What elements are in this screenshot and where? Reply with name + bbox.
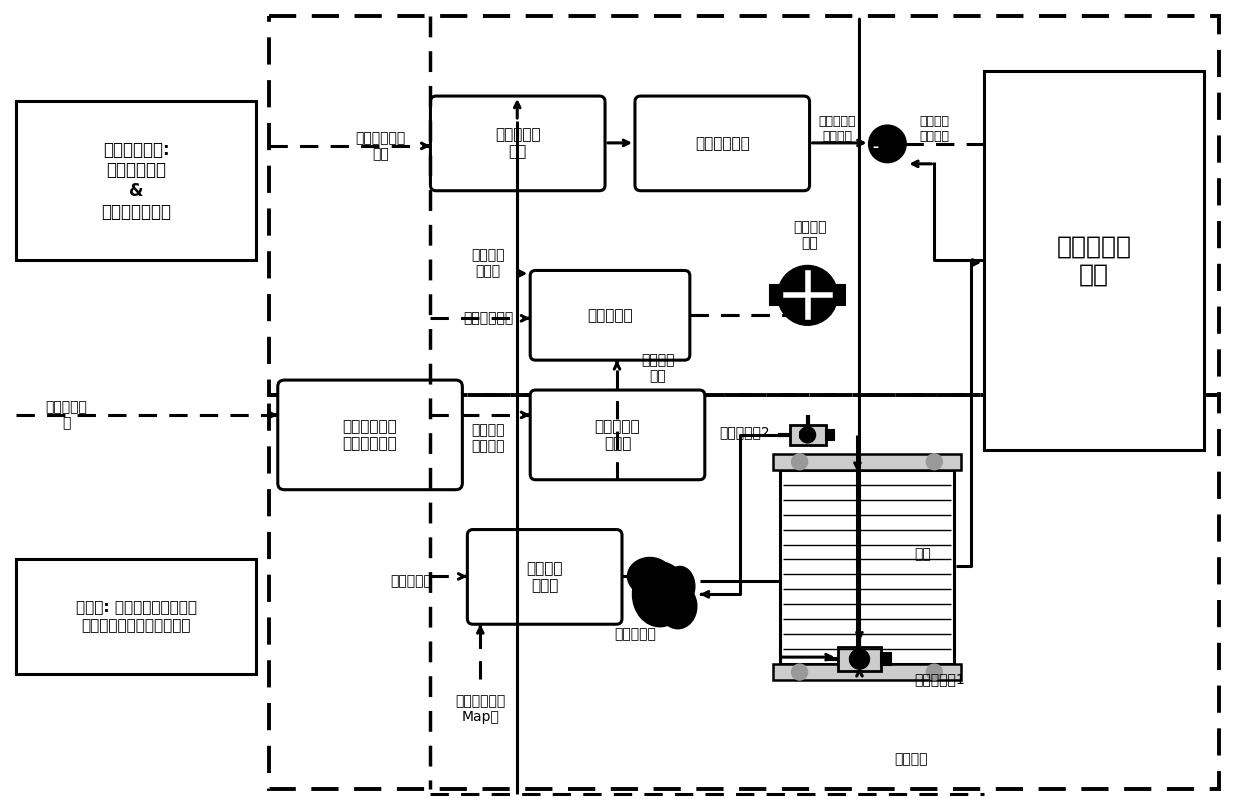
Ellipse shape: [665, 567, 694, 606]
Text: 氮气浓度
观测值: 氮气浓度 观测值: [471, 249, 505, 279]
Text: 水气分离器2: 水气分离器2: [719, 425, 770, 439]
Text: 氢气供给: 氢气供给: [894, 752, 928, 766]
Bar: [16, 559, 255, 674]
Text: 循环泵的性能
Map图: 循环泵的性能 Map图: [455, 694, 506, 724]
Text: 电堆电压模型: 电堆电压模型: [694, 136, 750, 151]
Ellipse shape: [658, 584, 697, 629]
Text: +: +: [892, 132, 901, 146]
Text: 氢循环泵
控制器: 氢循环泵 控制器: [527, 561, 563, 593]
Bar: [790, 425, 826, 445]
Text: 氮气跨膜穿透
速率: 氮气跨膜穿透 速率: [356, 130, 405, 161]
Circle shape: [791, 454, 807, 470]
Bar: [826, 430, 833, 440]
Text: 单片电压采
集板: 单片电压采 集板: [1056, 234, 1131, 287]
Bar: [269, 395, 1219, 789]
Text: 电堆电流输
出: 电堆电流输 出: [46, 400, 87, 430]
Text: 氢气循环泵: 氢气循环泵: [614, 627, 656, 642]
Bar: [836, 286, 846, 305]
FancyBboxPatch shape: [278, 380, 463, 489]
Ellipse shape: [627, 558, 672, 596]
Bar: [882, 653, 892, 665]
Text: 水管理: 解耦因水淹和氮气浓
度积累引起的电堆性能退化: 水管理: 解耦因水淹和氮气浓 度积累引起的电堆性能退化: [76, 601, 197, 633]
Text: 净化持续过
程模型: 净化持续过 程模型: [595, 419, 640, 451]
Text: 阳极净化管理:
避免电堆衰减
&
提高氢气利用率: 阳极净化管理: 避免电堆衰减 & 提高氢气利用率: [102, 141, 171, 221]
Text: 电堆: 电堆: [914, 547, 931, 561]
FancyBboxPatch shape: [430, 96, 605, 191]
Circle shape: [791, 664, 807, 680]
Text: 氮气浓度观
测器: 氮气浓度观 测器: [495, 127, 541, 159]
FancyBboxPatch shape: [467, 530, 622, 624]
FancyBboxPatch shape: [531, 270, 689, 360]
Circle shape: [926, 664, 942, 680]
FancyBboxPatch shape: [531, 390, 704, 480]
Bar: [770, 286, 780, 305]
Text: 净化持续
时间: 净化持续 时间: [641, 353, 675, 383]
Ellipse shape: [632, 562, 687, 627]
Text: 电堆阳极
工作气压: 电堆阳极 工作气压: [471, 423, 505, 453]
Circle shape: [849, 649, 869, 669]
Text: 氮气浓度阈值: 氮气浓度阈值: [464, 312, 513, 325]
Bar: [985, 71, 1204, 450]
Circle shape: [926, 454, 942, 470]
Text: 不同电流下的
电堆参数需求: 不同电流下的 电堆参数需求: [342, 419, 398, 451]
Bar: [773, 454, 961, 470]
FancyBboxPatch shape: [635, 96, 810, 191]
Circle shape: [869, 126, 905, 162]
Text: 平均单片
电压衰减: 平均单片 电压衰减: [919, 115, 950, 143]
Bar: [780, 470, 955, 664]
Text: 单片电压衰
减估计值: 单片电压衰 减估计值: [818, 115, 857, 143]
Circle shape: [800, 427, 816, 443]
Bar: [837, 647, 882, 671]
Text: –: –: [873, 142, 878, 155]
Circle shape: [777, 266, 837, 325]
Bar: [773, 664, 961, 680]
Text: 水气分离器1: 水气分离器1: [914, 672, 965, 686]
Bar: [269, 16, 1219, 395]
Bar: [16, 101, 255, 261]
Text: 净化控制器: 净化控制器: [588, 308, 632, 323]
Text: 净化控制
阀体: 净化控制 阀体: [792, 221, 826, 250]
Text: 氢气计量比: 氢气计量比: [391, 575, 433, 588]
